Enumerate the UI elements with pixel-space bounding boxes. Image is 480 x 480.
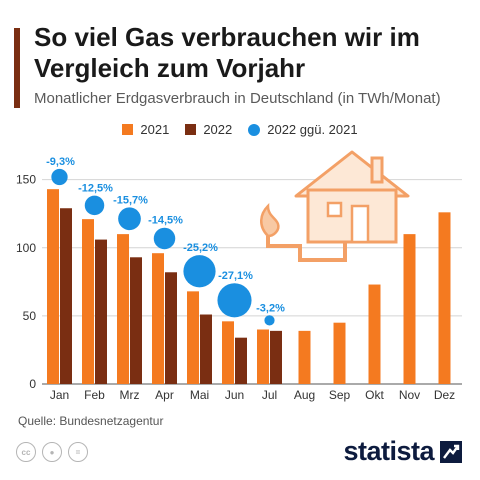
bar-2022-jan bbox=[60, 208, 72, 384]
change-label: -27,1% bbox=[218, 270, 253, 282]
chart-legend: 2021 2022 2022 ggü. 2021 bbox=[0, 122, 480, 137]
bar-2022-mrz bbox=[130, 257, 142, 384]
y-tick-label: 0 bbox=[29, 377, 36, 391]
y-tick-label: 50 bbox=[23, 309, 37, 323]
y-tick-label: 100 bbox=[16, 241, 36, 255]
bar-2021-nov bbox=[403, 234, 416, 384]
legend-item-2021: 2021 bbox=[122, 122, 169, 137]
title-accent-bar bbox=[14, 28, 20, 108]
bar-2022-apr bbox=[165, 272, 177, 384]
license-icons: cc ● = bbox=[16, 442, 88, 462]
y-tick-label: 150 bbox=[16, 173, 36, 187]
equals-icon[interactable]: = bbox=[68, 442, 88, 462]
footer: cc ● = statista bbox=[0, 434, 480, 480]
change-bubble-mrz bbox=[118, 207, 141, 231]
x-tick-label: Feb bbox=[84, 388, 105, 402]
brand-name: statista bbox=[343, 436, 434, 466]
bar-2021-aug bbox=[298, 330, 311, 384]
bar-2022-feb bbox=[95, 239, 107, 384]
bar-2021-jan bbox=[47, 189, 59, 384]
page-title: So viel Gas verbrauchen wir im Vergleich… bbox=[34, 22, 420, 83]
bar-2021-sep bbox=[333, 322, 346, 384]
change-bubble-mai bbox=[183, 255, 216, 288]
source-note: Quelle: Bundesnetzagentur bbox=[18, 414, 164, 428]
change-bubble-feb bbox=[84, 195, 105, 216]
change-label: -9,3% bbox=[46, 156, 75, 168]
change-bubble-jul bbox=[264, 315, 275, 326]
x-tick-label: Jul bbox=[262, 388, 277, 402]
bar-2022-jul bbox=[270, 330, 282, 384]
bar-2022-mai bbox=[200, 314, 212, 384]
x-tick-label: Mrz bbox=[120, 388, 140, 402]
x-tick-label: Okt bbox=[365, 388, 384, 402]
x-tick-label: Mai bbox=[190, 388, 209, 402]
legend-item-change: 2022 ggü. 2021 bbox=[248, 122, 358, 137]
change-label: -3,2% bbox=[256, 302, 285, 314]
bar-2021-feb bbox=[82, 219, 94, 384]
x-tick-label: Sep bbox=[329, 388, 351, 402]
change-bubble-apr bbox=[153, 227, 176, 250]
person-icon[interactable]: ● bbox=[42, 442, 62, 462]
x-tick-label: Jan bbox=[50, 388, 69, 402]
house-with-gas-flame-icon bbox=[260, 150, 410, 262]
change-label: -25,2% bbox=[183, 242, 218, 254]
bar-2021-mai bbox=[187, 291, 199, 384]
statista-logo[interactable]: statista bbox=[343, 436, 462, 467]
legend-swatch-2021 bbox=[122, 124, 134, 135]
legend-item-2022: 2022 bbox=[185, 122, 232, 137]
change-label: -15,7% bbox=[113, 194, 148, 206]
bar-2021-okt bbox=[368, 284, 381, 384]
legend-label-2022: 2022 bbox=[203, 122, 233, 137]
x-tick-label: Jun bbox=[225, 388, 244, 402]
bar-2021-apr bbox=[152, 253, 164, 384]
bar-2022-jun bbox=[235, 337, 247, 384]
change-label: -12,5% bbox=[78, 183, 113, 195]
change-label: -14,5% bbox=[148, 215, 183, 227]
x-tick-label: Aug bbox=[294, 388, 315, 402]
change-bubble-jun bbox=[217, 283, 252, 318]
bar-2021-jul bbox=[257, 329, 269, 384]
bar-2021-dez bbox=[438, 212, 451, 384]
x-tick-label: Nov bbox=[399, 388, 420, 402]
chart-subtitle: Monatlicher Erdgasverbrauch in Deutschla… bbox=[34, 90, 441, 107]
x-tick-label: Dez bbox=[434, 388, 455, 402]
cc-icon[interactable]: cc bbox=[16, 442, 36, 462]
change-bubble-jan bbox=[51, 168, 68, 186]
legend-label-2021: 2021 bbox=[140, 122, 170, 137]
legend-swatch-2022 bbox=[185, 124, 197, 135]
legend-swatch-change bbox=[248, 123, 261, 136]
x-tick-label: Apr bbox=[155, 388, 174, 402]
brand-mark-icon bbox=[440, 440, 462, 463]
bar-2021-mrz bbox=[117, 234, 129, 384]
legend-label-change: 2022 ggü. 2021 bbox=[267, 122, 358, 137]
bar-2021-jun bbox=[222, 321, 234, 384]
